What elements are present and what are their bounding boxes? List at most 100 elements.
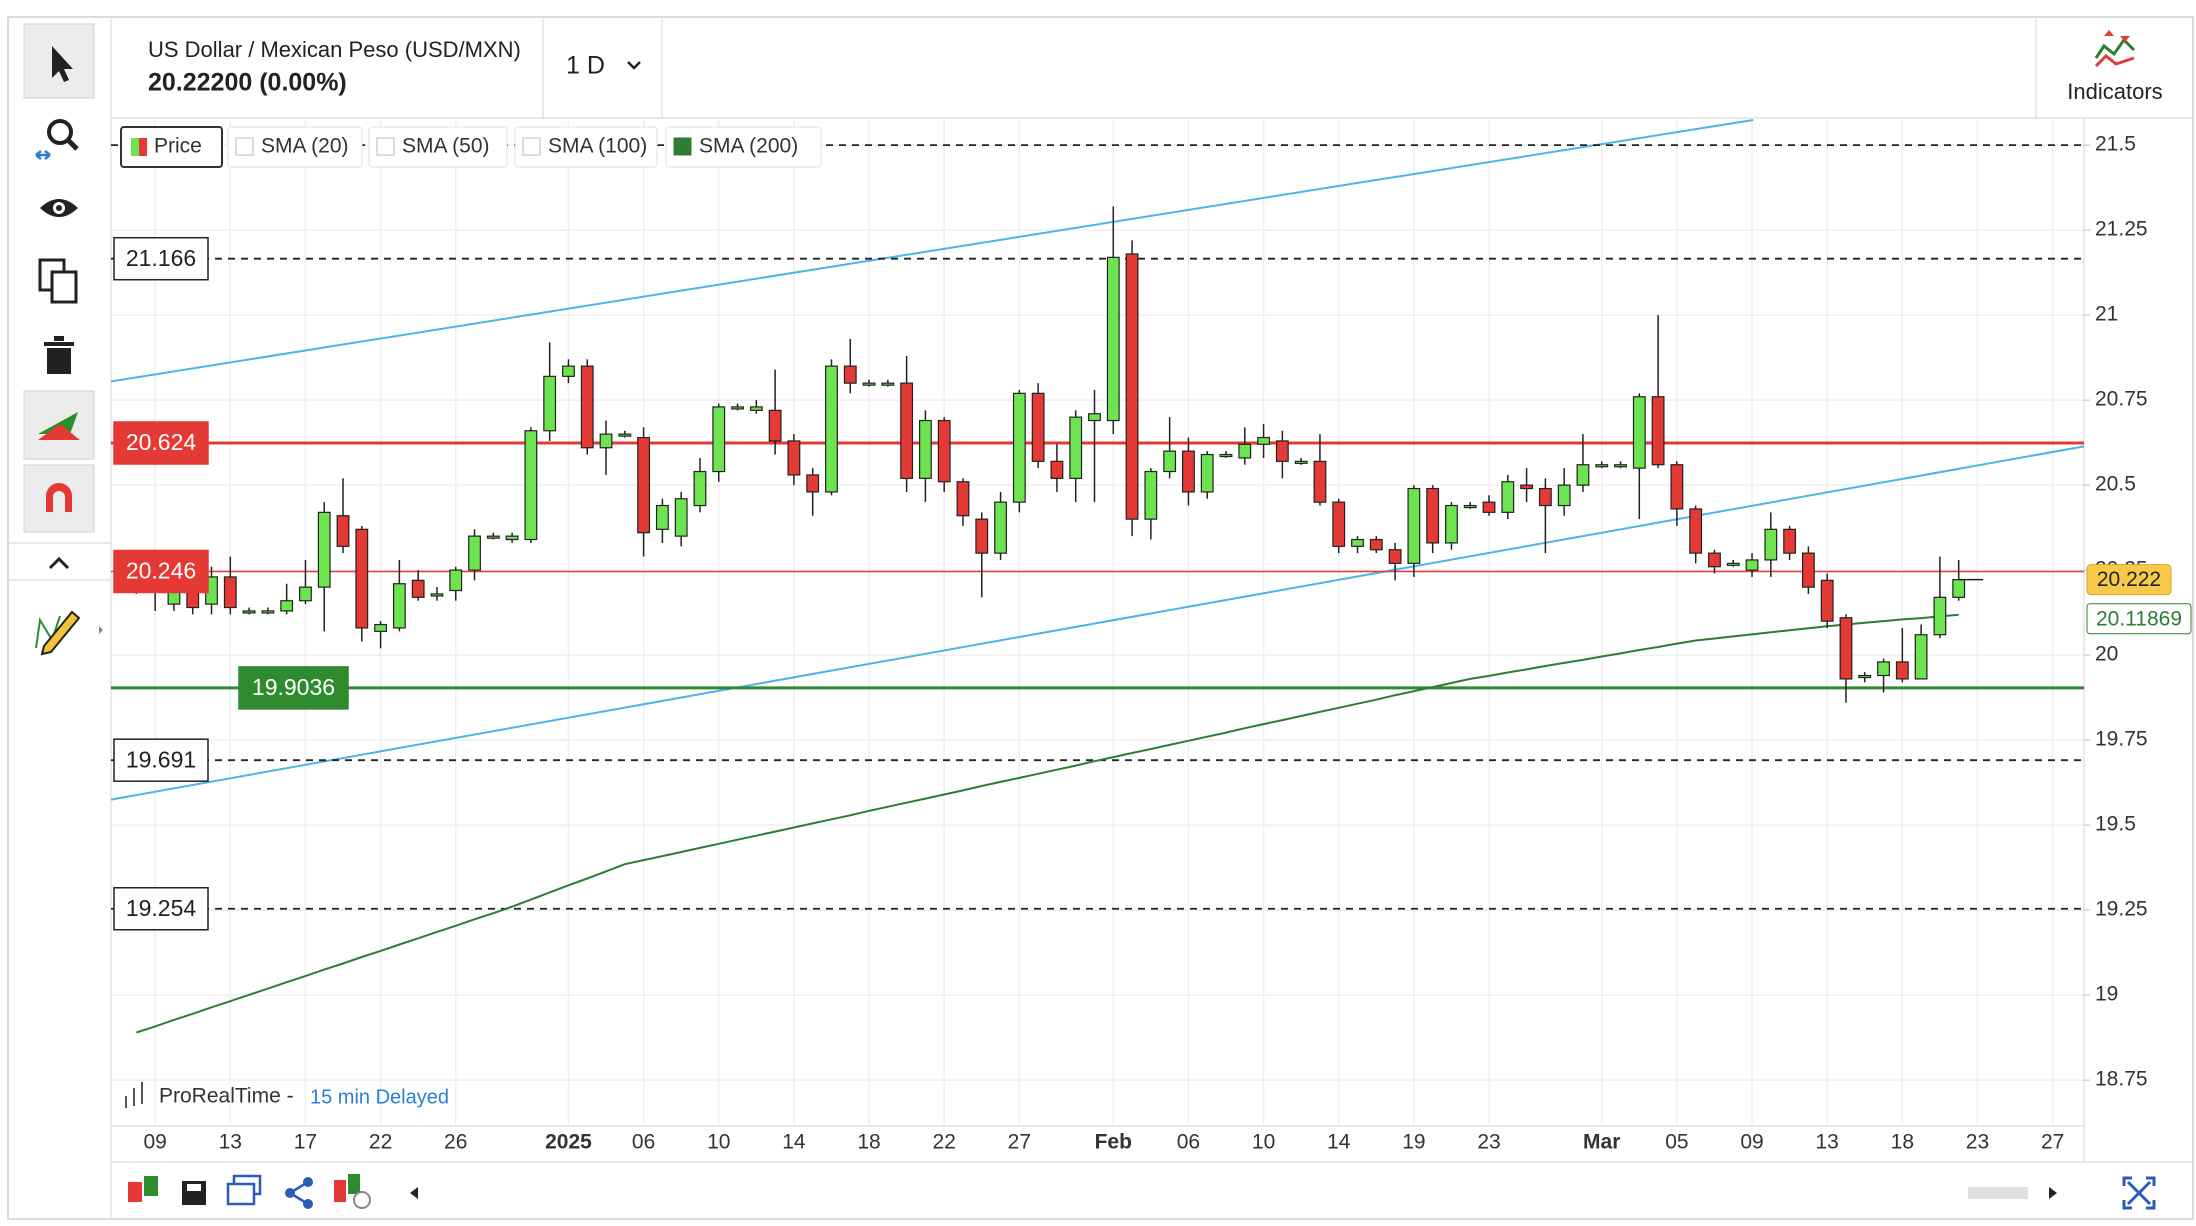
cursor-icon [52, 46, 73, 82]
alert-button[interactable] [334, 1174, 371, 1209]
legend-chip [665, 126, 822, 168]
candle-body [1520, 484, 1534, 490]
trendline [110, 119, 1754, 383]
candle-body [1651, 396, 1665, 466]
icon [226, 1182, 256, 1206]
source-label: ProRealTime - [159, 1085, 294, 1108]
icon [47, 348, 71, 374]
legend-label: SMA (100) [548, 135, 647, 158]
candle-body [223, 576, 237, 609]
candle-body [1745, 559, 1759, 571]
level-label: 20.246 [126, 558, 196, 584]
candle-body [468, 535, 481, 571]
icon [66, 138, 79, 151]
icon [35, 150, 51, 160]
candle-body [1275, 440, 1289, 462]
x-tick-label: 22 [933, 1131, 956, 1154]
trendline [110, 445, 2085, 801]
candle-body [1482, 501, 1496, 513]
legend-item[interactable]: SMA (50) [368, 126, 508, 168]
candle-body [1351, 538, 1364, 547]
collapse-button[interactable] [48, 556, 70, 570]
y-tick-label: 19.5 [2095, 813, 2136, 836]
plot: 18.751919.2519.519.752020.2520.520.75212… [110, 119, 2192, 1154]
level-label-box [113, 549, 209, 594]
save-button[interactable] [182, 1181, 206, 1205]
legend-item[interactable]: SMA (100) [514, 126, 658, 168]
candle-body [1557, 484, 1571, 507]
legend-checkbox [673, 137, 692, 156]
x-tick-label: 19 [1402, 1131, 1425, 1154]
copy-button[interactable] [38, 258, 78, 304]
x-tick-label: Mar [1583, 1131, 1620, 1154]
candle-body [580, 365, 594, 449]
candle-body [1219, 453, 1233, 458]
candle-body [1614, 464, 1627, 468]
candle-body [1538, 487, 1552, 507]
price-icon [139, 138, 147, 156]
candle-body [543, 375, 557, 432]
chevron [627, 61, 641, 70]
sma-price-label: 20.11869 [2096, 607, 2182, 630]
layout-button[interactable] [226, 1174, 262, 1206]
x-tick-label: 14 [1327, 1131, 1351, 1154]
chart-button[interactable] [128, 1176, 158, 1202]
icon [35, 615, 61, 649]
indicators-button[interactable]: Indicators [2067, 30, 2163, 104]
candle-body [1501, 481, 1515, 513]
y-tick-label: 21.5 [2095, 133, 2136, 156]
icon [353, 1191, 371, 1209]
icon [99, 626, 103, 634]
legend-label: SMA (20) [261, 135, 349, 158]
candle-body [374, 623, 388, 632]
candle-body [1125, 253, 1139, 520]
x-tick-label: 13 [1816, 1131, 1839, 1154]
x-tick-label: 10 [707, 1131, 730, 1154]
candle-body [1106, 256, 1120, 422]
share-button[interactable] [285, 1177, 313, 1209]
drawing-button[interactable] [35, 610, 103, 656]
icon [54, 336, 64, 341]
candle-body [1595, 464, 1609, 468]
legend-label: SMA (200) [699, 135, 798, 158]
price-icon [131, 138, 139, 156]
scrollbar[interactable] [1968, 1187, 2028, 1199]
x-tick-label: Feb [1095, 1131, 1132, 1154]
interval-selector[interactable]: 1 D [566, 52, 641, 80]
candle-body [1445, 504, 1458, 544]
scroll-left[interactable] [410, 1187, 418, 1199]
candle-body [712, 406, 726, 473]
x-tick-label: 10 [1252, 1131, 1275, 1154]
magnet-button[interactable] [23, 464, 95, 533]
candle-body [956, 481, 970, 517]
y-tick-label: 20.75 [2095, 388, 2148, 411]
visibility-button[interactable] [40, 199, 78, 217]
y-tick-label: 20 [2095, 643, 2118, 666]
delay-label: 15 min Delayed [310, 1086, 449, 1108]
instrument-name: US Dollar / Mexican Peso (USD/MXN) [148, 37, 521, 62]
candle-body [1952, 579, 1966, 598]
candle-body [1088, 413, 1101, 422]
candle-body [411, 579, 425, 598]
candle-body [843, 365, 857, 384]
scroll-right[interactable] [2049, 1187, 2057, 1199]
zoom-button[interactable] [35, 119, 79, 160]
candle-body [486, 535, 500, 539]
legend-item[interactable]: SMA (200) [665, 126, 822, 168]
legend-item[interactable]: SMA (20) [227, 126, 363, 168]
last-price-box [2086, 564, 2172, 596]
legend-item[interactable]: Price [120, 126, 223, 168]
candle-body [1463, 504, 1477, 509]
fullscreen-button[interactable] [2122, 1176, 2156, 1210]
candle-body [1914, 634, 1928, 680]
candle-body [449, 569, 463, 592]
x-tick-label: 06 [632, 1131, 655, 1154]
y-tick-label: 19.75 [2095, 728, 2148, 751]
candle-body [430, 593, 444, 597]
candle-body [1388, 549, 1402, 564]
x-tick-label: 17 [294, 1131, 317, 1154]
candle-body [918, 419, 932, 479]
indicators-label: Indicators [2067, 79, 2162, 104]
candle-body [618, 433, 632, 437]
delete-button[interactable] [44, 336, 74, 374]
